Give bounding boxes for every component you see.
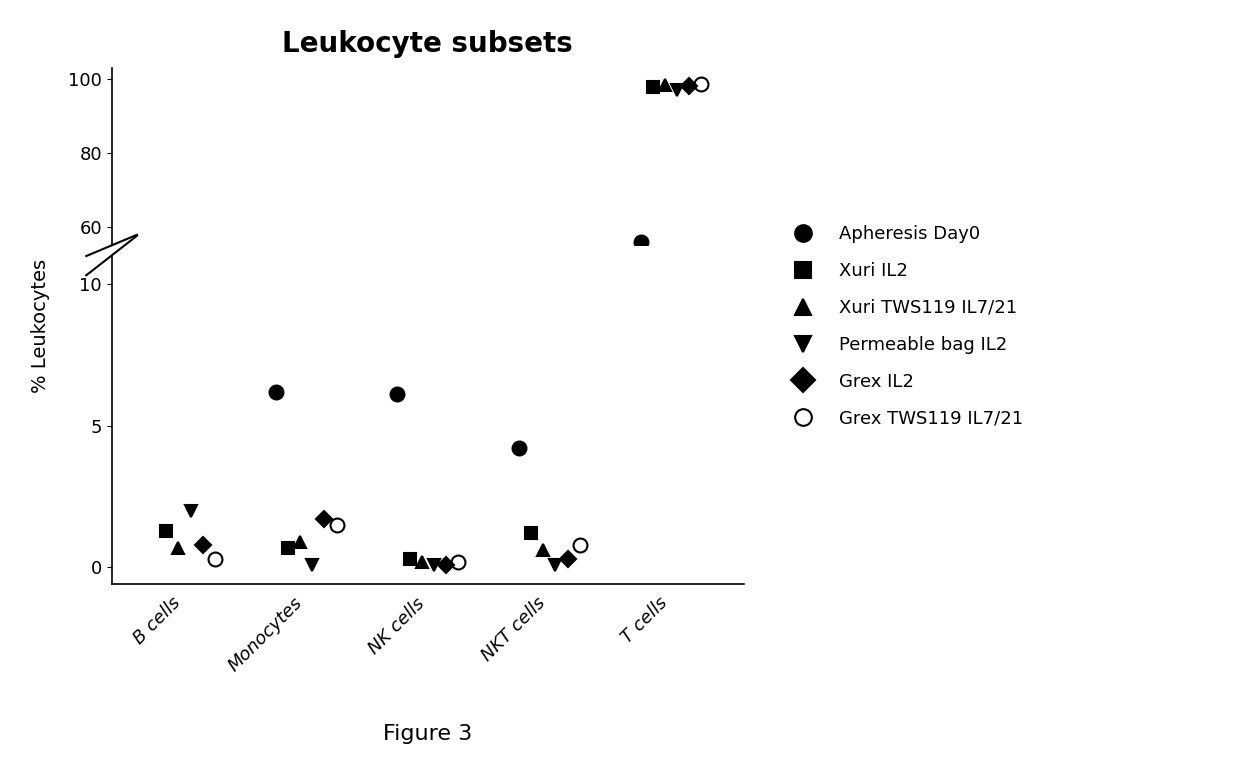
Text: Leukocyte subsets: Leukocyte subsets	[283, 30, 573, 58]
Text: Figure 3: Figure 3	[383, 724, 472, 744]
Legend: Apheresis Day0, Xuri IL2, Xuri TWS119 IL7/21, Permeable bag IL2, Grex IL2, Grex : Apheresis Day0, Xuri IL2, Xuri TWS119 IL…	[777, 218, 1030, 435]
Text: % Leukocytes: % Leukocytes	[31, 260, 50, 393]
